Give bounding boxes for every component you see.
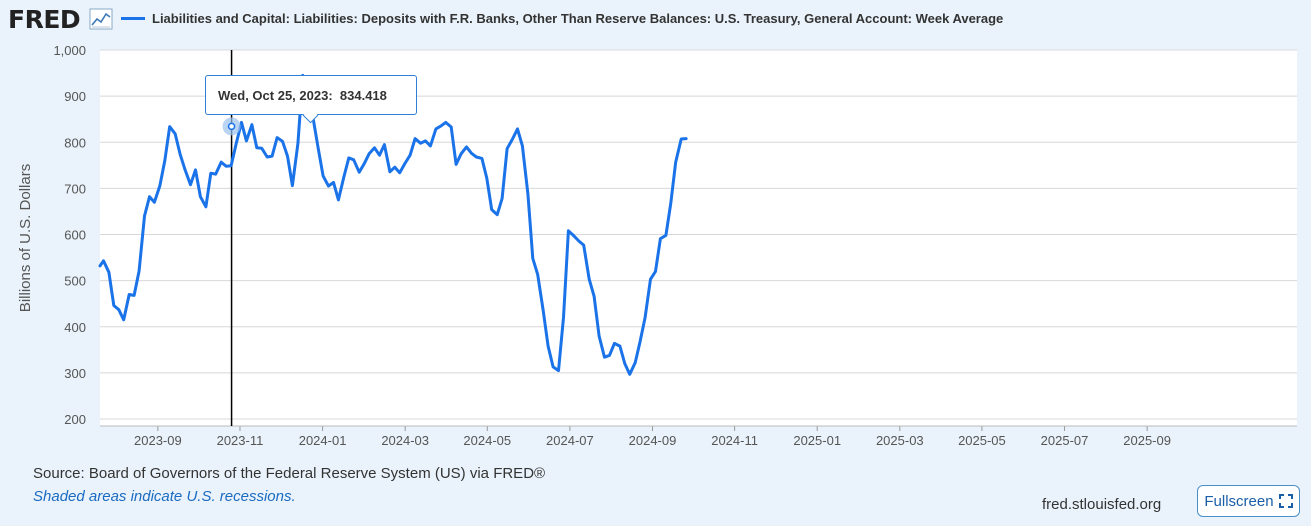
expand-icon (1278, 494, 1293, 508)
x-tick-label: 2024-11 (711, 433, 758, 448)
x-tick-label: 2023-09 (134, 433, 182, 448)
x-tick-label: 2024-01 (299, 433, 347, 448)
x-tick-label: 2025-01 (793, 433, 841, 448)
y-axis-label: Billions of U.S. Dollars (17, 164, 34, 312)
x-tick-label: 2024-07 (546, 433, 594, 448)
line-chart: 200 300 400 500 600 700 800 900 1,000 Billions of… (17, 43, 1297, 448)
y-tick-label: 900 (64, 89, 86, 104)
y-tick-label: 600 (64, 228, 86, 243)
y-tick-label: 500 (64, 274, 86, 289)
fred-logo[interactable]: FRED (8, 5, 81, 34)
series-title[interactable]: Liabilities and Capital: Liabilities: De… (152, 11, 1004, 26)
recession-note: Shaded areas indicate U.S. recessions. (33, 488, 296, 505)
x-tick-label: 2023-11 (217, 433, 264, 448)
y-tick-label: 300 (64, 366, 86, 381)
fullscreen-button[interactable]: Fullscreen (1197, 485, 1300, 517)
y-tick-label: 1,000 (53, 43, 86, 58)
y-tick-label: 800 (64, 135, 86, 150)
y-tick-label: 200 (64, 412, 86, 427)
fullscreen-label: Fullscreen (1204, 492, 1274, 510)
x-tick-label: 2024-03 (381, 433, 429, 448)
x-tick-label: 2024-05 (463, 433, 511, 448)
tooltip-text: Wed, Oct 25, 2023: 834.418 (218, 88, 387, 103)
source-note: Source: Board of Governors of the Federa… (33, 465, 546, 482)
data-tooltip: Wed, Oct 25, 2023: 834.418 (205, 75, 417, 124)
x-tick-label: 2025-09 (1123, 433, 1171, 448)
x-tick-label: 2025-03 (876, 433, 924, 448)
line-chart-icon (89, 8, 113, 30)
highlight-point (227, 122, 236, 131)
tooltip-value: 834.418 (339, 88, 387, 103)
series-line (98, 73, 688, 376)
x-tick-label: 2025-05 (958, 433, 1006, 448)
y-tick-label: 700 (64, 181, 86, 196)
x-tick-label: 2025-07 (1041, 433, 1089, 448)
site-url[interactable]: fred.stlouisfed.org (1042, 496, 1162, 513)
tooltip-date: Wed, Oct 25, 2023: (218, 88, 333, 103)
chart-header: FRED Liabilities and Capital: Liabilitie… (0, 0, 1311, 40)
legend-swatch (121, 17, 145, 20)
y-tick-label: 400 (64, 320, 86, 335)
x-tick-label: 2024-09 (629, 433, 677, 448)
